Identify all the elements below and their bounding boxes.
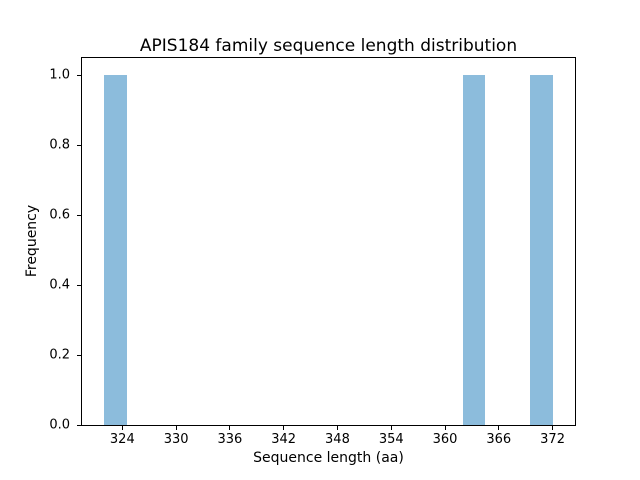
x-tick-label: 366	[486, 432, 512, 447]
x-tick-mark	[175, 426, 177, 430]
y-tick-mark	[77, 74, 81, 76]
histogram-bar	[104, 75, 127, 425]
y-tick-mark	[77, 214, 81, 216]
x-tick-label: 330	[163, 432, 189, 447]
y-tick-label: 0.2	[49, 347, 70, 363]
x-tick-label: 360	[432, 432, 458, 447]
x-tick-label: 336	[217, 432, 243, 447]
y-tick-label: 0.8	[49, 137, 70, 153]
y-tick-mark	[77, 424, 81, 426]
x-tick-mark	[283, 426, 285, 430]
x-tick-label: 372	[540, 432, 565, 447]
y-tick-label: 0.0	[49, 417, 70, 433]
x-tick-label: 342	[271, 432, 297, 447]
y-axis-label: Frequency	[24, 204, 40, 278]
x-tick-mark	[121, 426, 123, 430]
y-tick-label: 1.0	[49, 67, 70, 83]
y-tick-label: 0.4	[49, 277, 70, 293]
x-tick-mark	[444, 426, 446, 430]
y-tick-mark	[77, 144, 81, 146]
x-tick-label: 348	[325, 432, 350, 447]
x-tick-mark	[229, 426, 231, 430]
x-tick-label: 324	[109, 432, 135, 447]
x-axis-label: Sequence length (aa)	[253, 450, 404, 466]
x-tick-mark	[498, 426, 500, 430]
x-tick-mark	[390, 426, 392, 430]
y-tick-label: 0.6	[49, 207, 70, 223]
x-tick-mark	[336, 426, 338, 430]
histogram-bar	[530, 75, 553, 425]
plot-area	[81, 57, 576, 426]
y-tick-mark	[77, 284, 81, 286]
x-tick-mark	[552, 426, 554, 430]
chart-title: APIS184 family sequence length distribut…	[139, 36, 518, 56]
x-tick-label: 354	[378, 432, 404, 447]
histogram-bar	[462, 75, 486, 425]
y-tick-mark	[77, 354, 81, 356]
